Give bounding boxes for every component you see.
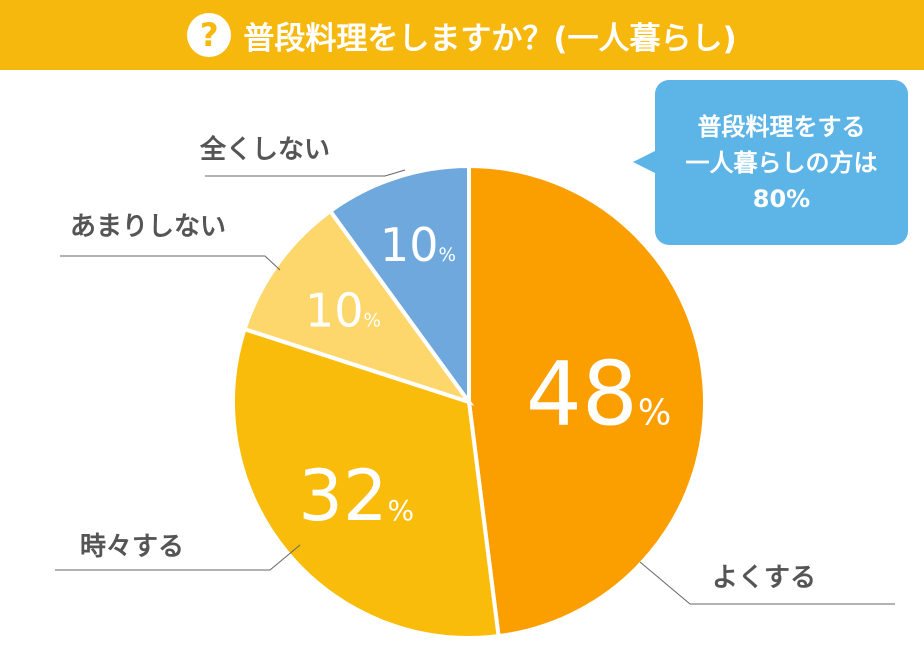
callout-line: 普段料理をする <box>697 112 866 141</box>
pie-slice <box>467 163 707 639</box>
leader-line <box>55 544 301 571</box>
question-icon: ? <box>187 13 232 57</box>
leader-line <box>639 561 895 605</box>
slice-value-label: 10% <box>380 218 456 272</box>
category-label: あまりしない <box>70 212 226 242</box>
header-bar: ? 普段料理をしますか？(一人暮らし) <box>0 0 924 70</box>
pie-slice <box>327 163 471 409</box>
slice-value-label: 32% <box>298 455 414 537</box>
category-label: 時々する <box>80 532 184 562</box>
category-label: 全くしない <box>199 134 330 165</box>
pie-slice <box>231 326 501 640</box>
callout-line: 80% <box>752 184 811 213</box>
slice-value-label: 48% <box>526 343 671 446</box>
slice-value-label: 10% <box>305 284 381 338</box>
category-label: よくする <box>712 563 816 593</box>
leader-line <box>60 255 281 271</box>
leader-line <box>205 169 406 177</box>
chart-title: 普段料理をしますか？(一人暮らし) <box>243 20 737 57</box>
pie-slice <box>242 208 475 406</box>
callout-line: 一人暮らしの方は <box>685 148 878 177</box>
summary-callout: 普段料理をする 一人暮らしの方は 80% <box>633 80 908 245</box>
